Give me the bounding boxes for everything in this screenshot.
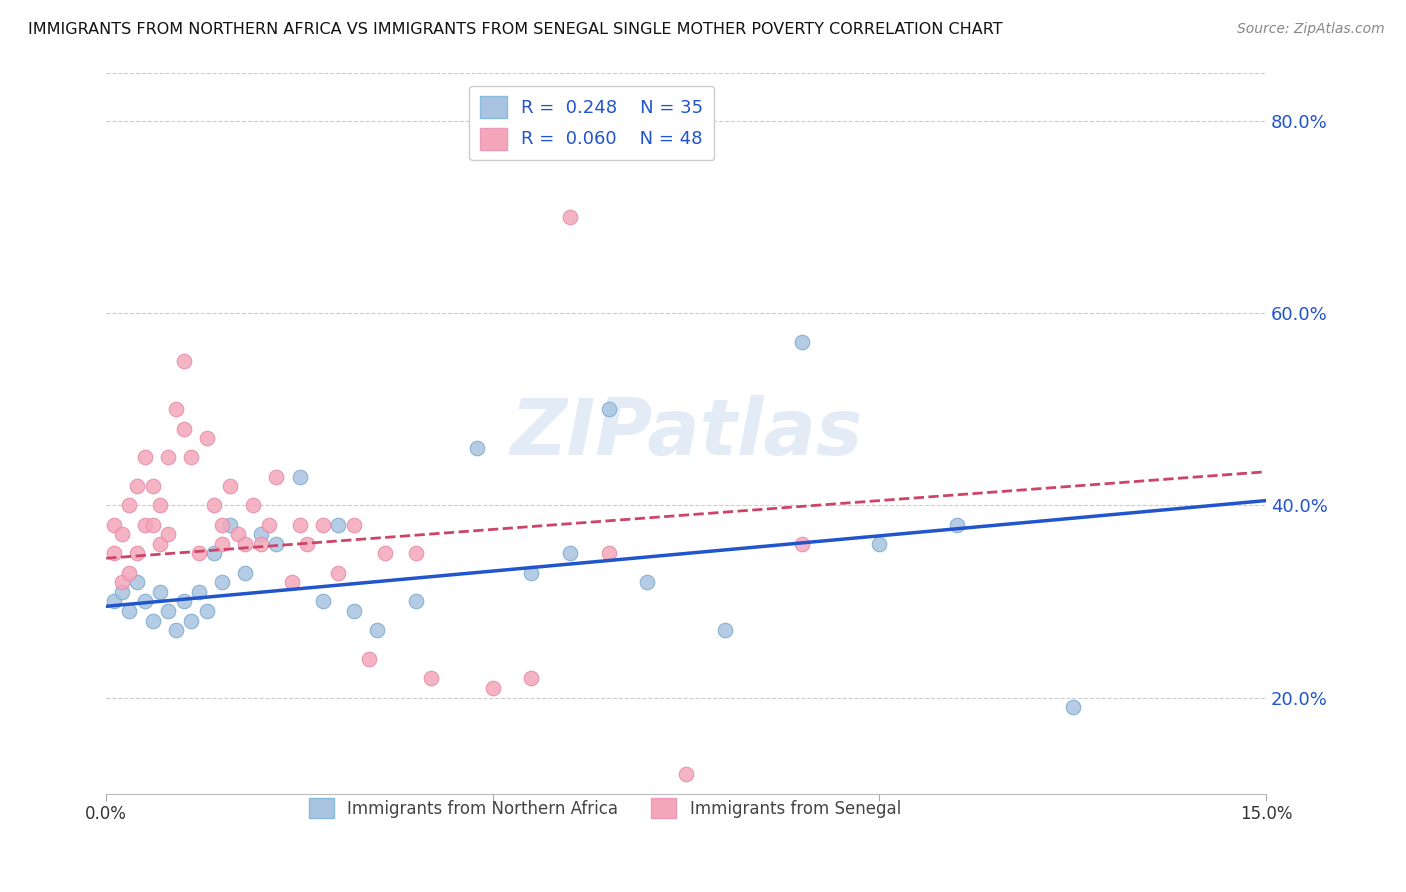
Point bbox=[103, 517, 125, 532]
Point bbox=[366, 624, 388, 638]
Point bbox=[420, 671, 443, 685]
Point bbox=[180, 614, 202, 628]
Point bbox=[127, 479, 149, 493]
Point bbox=[636, 575, 658, 590]
Point bbox=[142, 479, 165, 493]
Point bbox=[165, 624, 187, 638]
Point bbox=[127, 575, 149, 590]
Point bbox=[103, 594, 125, 608]
Point bbox=[173, 594, 195, 608]
Point bbox=[173, 354, 195, 368]
Point bbox=[297, 537, 319, 551]
Point bbox=[142, 517, 165, 532]
Legend: Immigrants from Northern Africa, Immigrants from Senegal: Immigrants from Northern Africa, Immigra… bbox=[302, 791, 908, 825]
Point bbox=[1062, 700, 1084, 714]
Point bbox=[250, 527, 273, 541]
Point bbox=[374, 546, 396, 560]
Point bbox=[103, 546, 125, 560]
Point bbox=[157, 450, 180, 465]
Point bbox=[560, 546, 582, 560]
Point bbox=[520, 671, 543, 685]
Point bbox=[598, 402, 620, 417]
Point bbox=[111, 585, 134, 599]
Point bbox=[134, 594, 156, 608]
Point bbox=[482, 681, 505, 695]
Point bbox=[173, 421, 195, 435]
Point bbox=[165, 402, 187, 417]
Point bbox=[257, 517, 280, 532]
Point bbox=[149, 585, 172, 599]
Point bbox=[343, 604, 366, 618]
Point bbox=[149, 537, 172, 551]
Point bbox=[288, 517, 311, 532]
Point bbox=[211, 575, 233, 590]
Point bbox=[195, 604, 218, 618]
Point bbox=[204, 546, 226, 560]
Point bbox=[328, 517, 350, 532]
Point bbox=[188, 546, 211, 560]
Point bbox=[142, 614, 165, 628]
Point bbox=[288, 469, 311, 483]
Point bbox=[560, 210, 582, 224]
Text: IMMIGRANTS FROM NORTHERN AFRICA VS IMMIGRANTS FROM SENEGAL SINGLE MOTHER POVERTY: IMMIGRANTS FROM NORTHERN AFRICA VS IMMIG… bbox=[28, 22, 1002, 37]
Point bbox=[790, 537, 813, 551]
Point bbox=[204, 499, 226, 513]
Point bbox=[405, 546, 427, 560]
Point bbox=[281, 575, 304, 590]
Point bbox=[111, 575, 134, 590]
Point bbox=[266, 537, 288, 551]
Point bbox=[675, 767, 697, 781]
Point bbox=[226, 527, 249, 541]
Point bbox=[188, 585, 211, 599]
Point bbox=[790, 334, 813, 349]
Point bbox=[157, 527, 180, 541]
Point bbox=[266, 469, 288, 483]
Point bbox=[157, 604, 180, 618]
Point bbox=[111, 527, 134, 541]
Point bbox=[328, 566, 350, 580]
Point bbox=[312, 517, 335, 532]
Point bbox=[127, 546, 149, 560]
Point bbox=[211, 537, 233, 551]
Point bbox=[219, 479, 242, 493]
Point bbox=[467, 441, 489, 455]
Point bbox=[405, 594, 427, 608]
Point bbox=[134, 450, 156, 465]
Point bbox=[235, 566, 257, 580]
Point bbox=[118, 499, 141, 513]
Point bbox=[945, 517, 967, 532]
Point bbox=[520, 566, 543, 580]
Point bbox=[211, 517, 233, 532]
Point bbox=[343, 517, 366, 532]
Point bbox=[118, 604, 141, 618]
Point bbox=[359, 652, 381, 666]
Point bbox=[242, 499, 264, 513]
Point bbox=[195, 431, 218, 445]
Point bbox=[868, 537, 890, 551]
Point bbox=[713, 624, 735, 638]
Point bbox=[235, 537, 257, 551]
Point bbox=[312, 594, 335, 608]
Point bbox=[250, 537, 273, 551]
Point bbox=[180, 450, 202, 465]
Point bbox=[598, 546, 620, 560]
Point bbox=[134, 517, 156, 532]
Point bbox=[118, 566, 141, 580]
Point bbox=[149, 499, 172, 513]
Text: ZIPatlas: ZIPatlas bbox=[510, 395, 862, 471]
Point bbox=[219, 517, 242, 532]
Text: Source: ZipAtlas.com: Source: ZipAtlas.com bbox=[1237, 22, 1385, 37]
